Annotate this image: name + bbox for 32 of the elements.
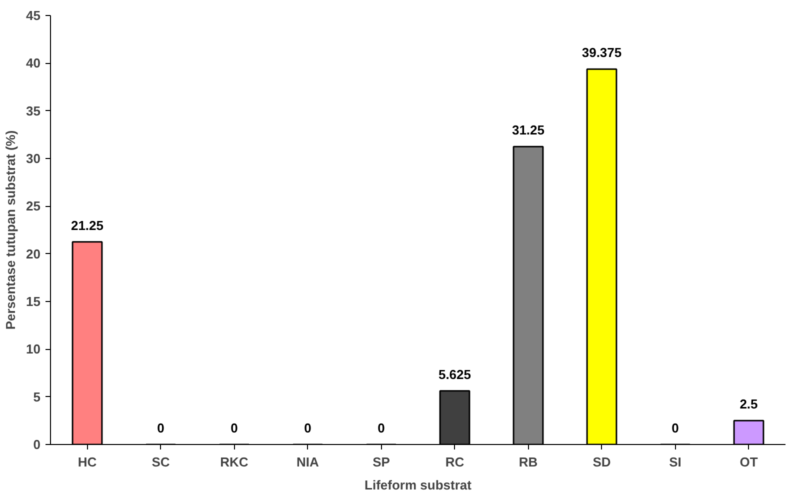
y-tick-label: 30 (26, 151, 41, 166)
x-tick-label: RC (445, 454, 465, 470)
x-tick-label: RB (518, 454, 538, 470)
data-label: 2.5 (740, 396, 758, 412)
data-label: 0 (230, 420, 238, 436)
x-tick-label: HC (78, 454, 98, 470)
y-tick-label: 5 (33, 389, 41, 404)
y-tick-label: 25 (26, 198, 41, 214)
x-tick-label: RKC (220, 454, 249, 470)
x-tick-label: SP (372, 454, 390, 470)
y-tick-label: 15 (26, 294, 41, 309)
x-tick-label: SI (669, 454, 682, 470)
x-tick-label: SD (592, 454, 611, 470)
y-tick-label: 0 (33, 437, 41, 452)
data-label: 0 (672, 420, 679, 436)
data-label: 5.625 (438, 366, 472, 382)
y-axis-title: Persentase tutupan substrat (%) (3, 130, 18, 330)
x-tick-label: NIA (296, 454, 320, 470)
y-tick-label: 35 (26, 103, 41, 118)
x-tick-label: SC (152, 454, 170, 470)
y-tick-label: 40 (26, 56, 41, 71)
data-label: 31.25 (512, 122, 545, 138)
data-label: 0 (157, 420, 164, 436)
y-tick-label: 20 (26, 246, 41, 262)
x-axis-title: Lifeform substrat (364, 478, 472, 492)
data-label: 39.375 (582, 45, 622, 60)
x-tick-label: OT (740, 454, 758, 470)
data-label: 21.25 (70, 218, 104, 233)
y-tick-label: 10 (26, 342, 41, 357)
y-tick-label: 45 (26, 8, 41, 23)
data-label: 0 (378, 420, 385, 436)
data-label: 0 (304, 420, 312, 436)
